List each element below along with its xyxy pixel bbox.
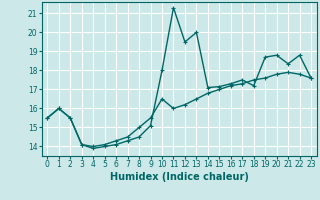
- X-axis label: Humidex (Indice chaleur): Humidex (Indice chaleur): [110, 172, 249, 182]
